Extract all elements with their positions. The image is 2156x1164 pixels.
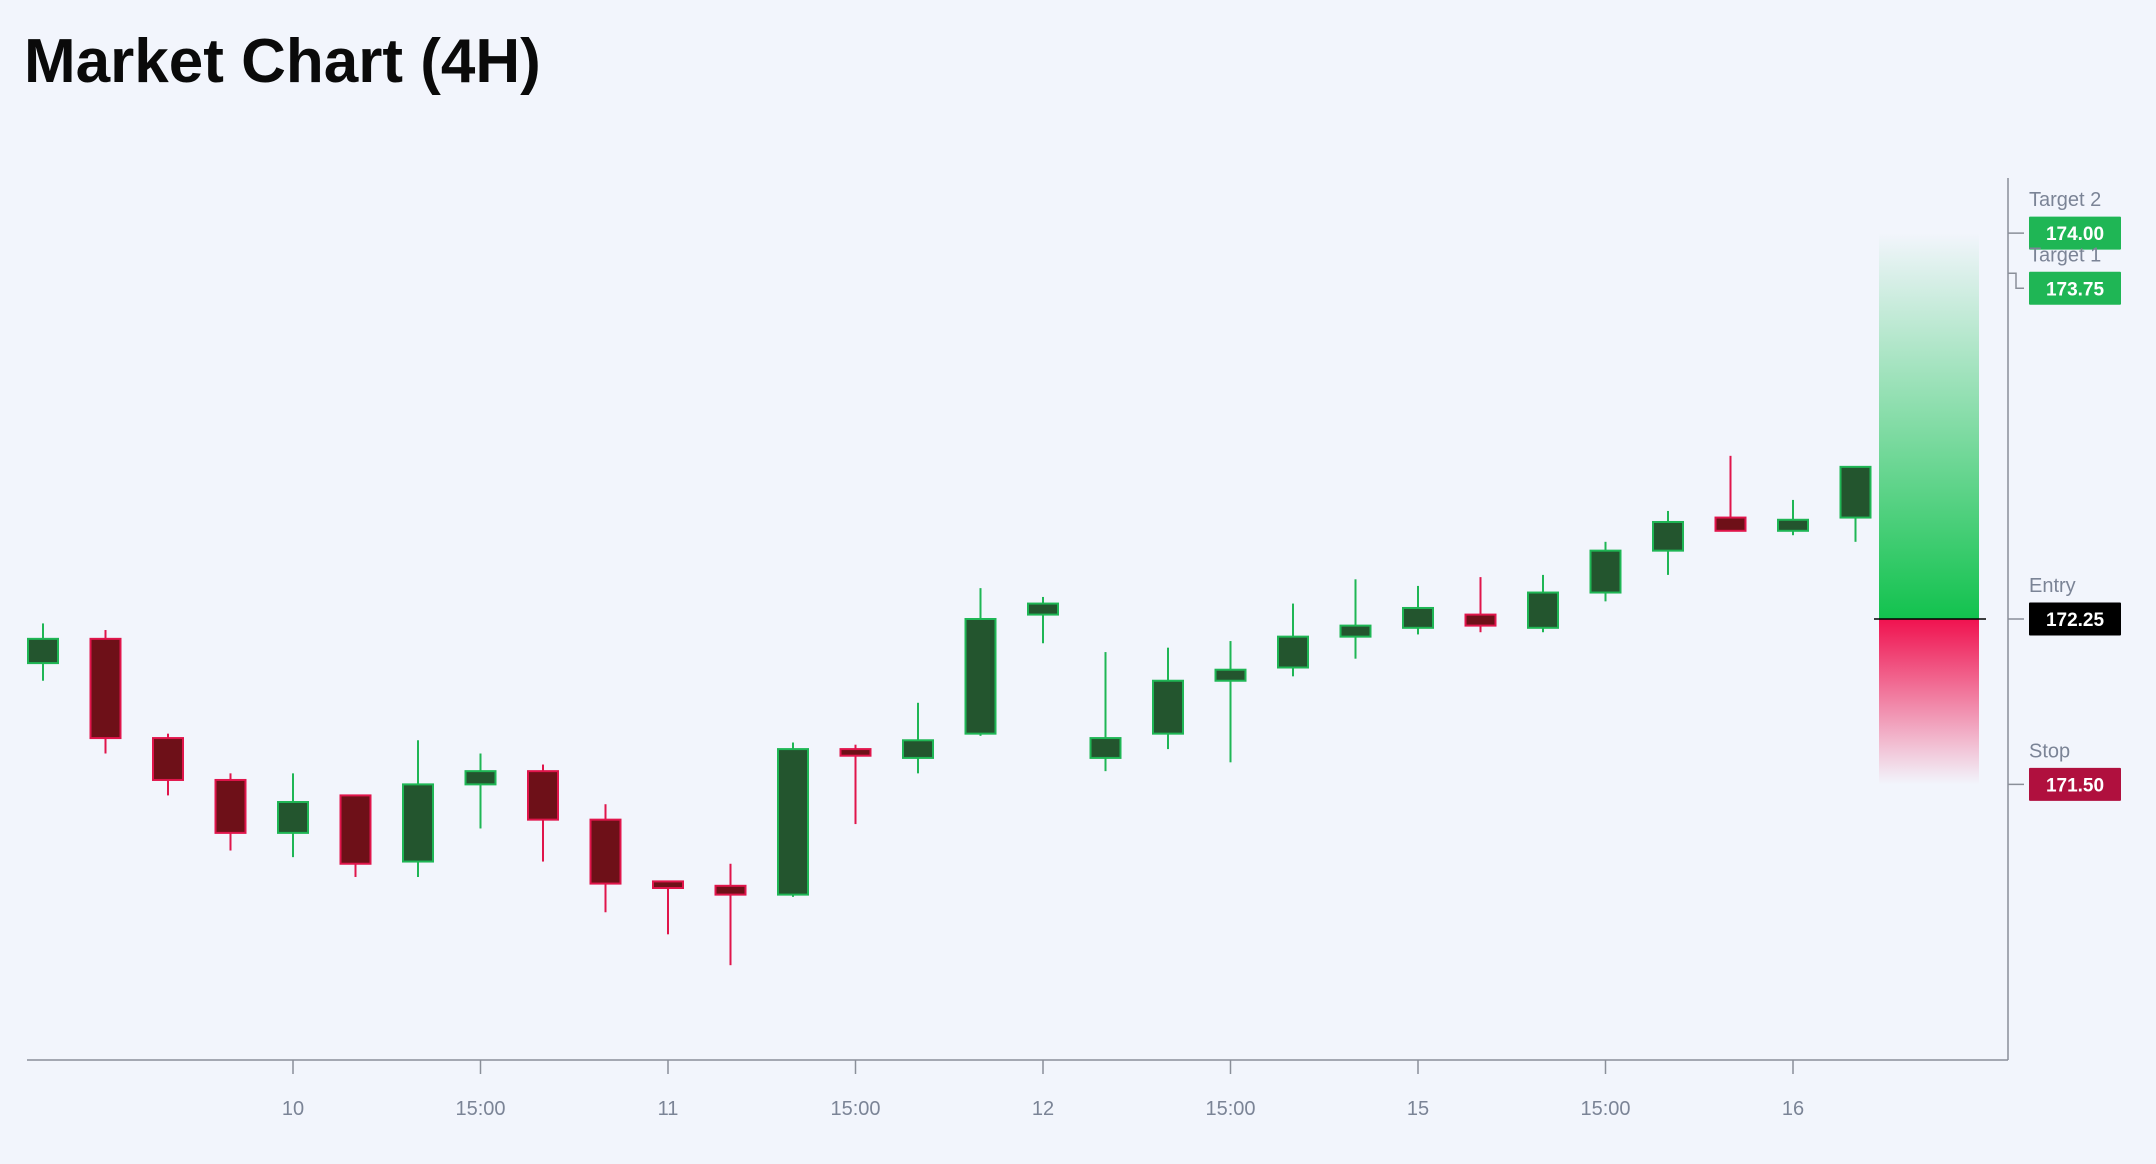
- candle-up: [1277, 603, 1309, 677]
- candle-up: [1652, 510, 1684, 575]
- x-tick-label: 12: [1032, 1098, 1054, 1120]
- candle-up: [1839, 465, 1872, 542]
- candle-down: [839, 744, 872, 825]
- level-value-label: 173.75: [2046, 279, 2105, 300]
- candle-up: [1027, 596, 1059, 644]
- candle-up: [1089, 652, 1122, 772]
- candle-body: [1714, 516, 1747, 532]
- candle-body: [1839, 465, 1872, 519]
- candle-body: [1027, 602, 1059, 616]
- candle-up: [777, 742, 809, 897]
- candle-up: [1527, 574, 1559, 633]
- level-tick: [2008, 272, 2024, 289]
- x-tick-label: 15:00: [830, 1098, 880, 1120]
- risk-zone: [1879, 619, 1979, 785]
- candle-body: [1777, 518, 1809, 532]
- candle-down: [152, 733, 184, 796]
- candle-up: [27, 623, 59, 681]
- candle-body: [152, 737, 184, 781]
- level-value-label: 171.50: [2046, 775, 2104, 796]
- candle-body: [1464, 613, 1497, 627]
- candle-up: [1152, 647, 1184, 750]
- candle-body: [1402, 606, 1434, 629]
- chart-axes: 10 15:00 11 15:00 12 15:00 15 15:00 16: [27, 178, 2009, 1120]
- candle-body: [1089, 737, 1122, 759]
- candle-up: [902, 702, 934, 774]
- level-badge: [2029, 216, 2121, 250]
- level-name-label: Stop: [2029, 740, 2070, 762]
- x-tick-label: 15:00: [455, 1098, 505, 1120]
- candle-up: [1589, 541, 1622, 602]
- level-badge: [2029, 271, 2121, 305]
- candle-down: [339, 794, 372, 877]
- candle-up: [1777, 499, 1809, 536]
- level-name-label: Entry: [2029, 575, 2076, 597]
- x-tick-label: 10: [282, 1098, 304, 1120]
- candle-body: [1277, 635, 1309, 669]
- candle-body: [464, 770, 497, 786]
- candle-body: [214, 778, 247, 834]
- candle-body: [714, 884, 747, 896]
- risk-reward-zones: [1879, 233, 1979, 785]
- candle-body: [589, 818, 622, 885]
- candle-down: [214, 773, 247, 851]
- candle-body: [839, 748, 872, 757]
- candle-body: [1589, 549, 1622, 594]
- candle-down: [714, 863, 747, 966]
- candle-body: [89, 637, 122, 740]
- level-name-label: Target 1: [2029, 244, 2101, 266]
- x-tick-label: 15:00: [1205, 1098, 1255, 1120]
- candle-body: [402, 783, 434, 863]
- candle-up: [464, 753, 497, 829]
- level-stop: Stop 171.50: [2008, 740, 2121, 801]
- level-value-label: 174.00: [2046, 224, 2104, 245]
- candle-body: [27, 637, 59, 665]
- level-name-label: Target 2: [2029, 189, 2101, 211]
- candle-body: [902, 739, 934, 759]
- candle-body: [277, 801, 309, 834]
- candle-body: [777, 748, 809, 896]
- candle-body: [1152, 679, 1184, 735]
- candle-up: [402, 740, 434, 877]
- candle-up: [1214, 641, 1247, 763]
- level-target-1: Target 1 173.75: [2008, 244, 2121, 305]
- x-tick-label: 15:00: [1580, 1098, 1630, 1120]
- candle-body: [527, 770, 559, 821]
- candle-up: [277, 773, 309, 858]
- candle-down: [1464, 577, 1497, 633]
- candle-down: [1714, 455, 1747, 532]
- candle-up: [1339, 579, 1372, 659]
- chart-title: Market Chart (4H): [24, 27, 541, 96]
- candle-body: [339, 794, 372, 865]
- x-tick-label: 16: [1782, 1098, 1804, 1120]
- candle-body: [652, 880, 684, 890]
- level-badge: [2029, 767, 2121, 801]
- reward-zone: [1879, 233, 1979, 619]
- candle-up: [964, 588, 997, 736]
- candle-up: [1402, 585, 1434, 635]
- candle-down: [652, 880, 684, 935]
- level-entry: Entry 172.25: [1874, 575, 2121, 636]
- candle-body: [1339, 624, 1372, 638]
- candle-body: [1214, 668, 1247, 682]
- candle-body: [964, 618, 997, 735]
- candles: [27, 455, 1872, 966]
- x-tick-label: 15: [1407, 1098, 1429, 1120]
- candle-down: [89, 630, 122, 754]
- level-badge: [2029, 602, 2121, 636]
- x-tick-label: 11: [658, 1098, 679, 1120]
- candle-body: [1527, 591, 1559, 629]
- level-target-2: Target 2 174.00: [2008, 189, 2121, 250]
- candle-body: [1652, 520, 1684, 552]
- candle-down: [589, 804, 622, 913]
- level-value-label: 172.25: [2046, 610, 2105, 631]
- candle-down: [527, 764, 559, 862]
